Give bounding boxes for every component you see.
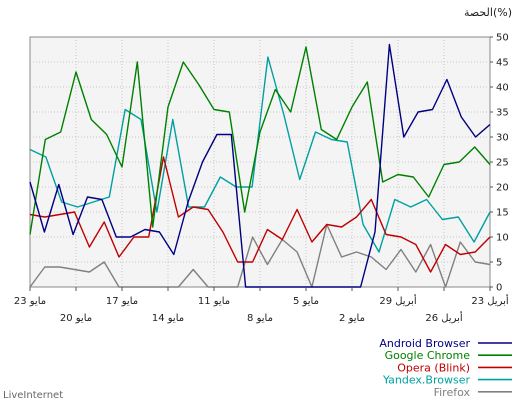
x-tick-label: 17 مايو	[106, 296, 138, 307]
series-line-opera-blink	[29, 156, 491, 273]
y-tick-label: 40	[496, 83, 509, 94]
x-tick-label: 11 مايو	[198, 296, 230, 307]
legend-label: Google Chrome	[385, 349, 471, 362]
x-tick-label: 23 مايو	[14, 296, 46, 307]
y-tick-label: 35	[496, 108, 509, 119]
legend-label: Opera (Blink)	[397, 361, 470, 374]
x-tick-label: 26 أبريل	[425, 311, 463, 324]
x-tick-label: 2 مايو	[339, 313, 365, 324]
y-tick-label: 45	[496, 58, 509, 69]
legend-label: Android Browser	[379, 337, 470, 350]
series-line-google-chrome	[29, 46, 491, 235]
y-tick-label: 50	[496, 33, 509, 44]
y-tick-label: 15	[496, 208, 509, 219]
y-tick-label: 25	[496, 158, 509, 169]
x-tick-label: 14 مايو	[152, 313, 184, 324]
y-tick-label: 20	[496, 183, 509, 194]
x-tick-label: 5 مايو	[293, 296, 319, 307]
y-axis-label: الحصة(%)	[464, 6, 512, 19]
series-line-firefox	[29, 223, 491, 288]
y-tick-label: 10	[496, 233, 509, 244]
y-tick-label: 5	[496, 258, 502, 269]
footer-brand: LiveInternet	[3, 390, 63, 401]
y-tick-label: 0	[496, 283, 502, 294]
x-tick-label: 20 مايو	[60, 313, 92, 324]
x-tick-label: 29 أبريل	[379, 294, 417, 307]
x-tick-label: 23 أبريل	[471, 294, 509, 307]
series-line-yandex-browser	[29, 56, 491, 253]
y-tick-label: 30	[496, 133, 509, 144]
x-tick-label: 8 مايو	[247, 313, 273, 324]
legend-label: Firefox	[434, 386, 471, 399]
legend-label: Yandex.Browser	[382, 374, 471, 387]
axes: 0 5 10 15 20 25 30 35 40 45 50 23 أبريل 26 أبريل 29 أ…	[14, 33, 509, 325]
